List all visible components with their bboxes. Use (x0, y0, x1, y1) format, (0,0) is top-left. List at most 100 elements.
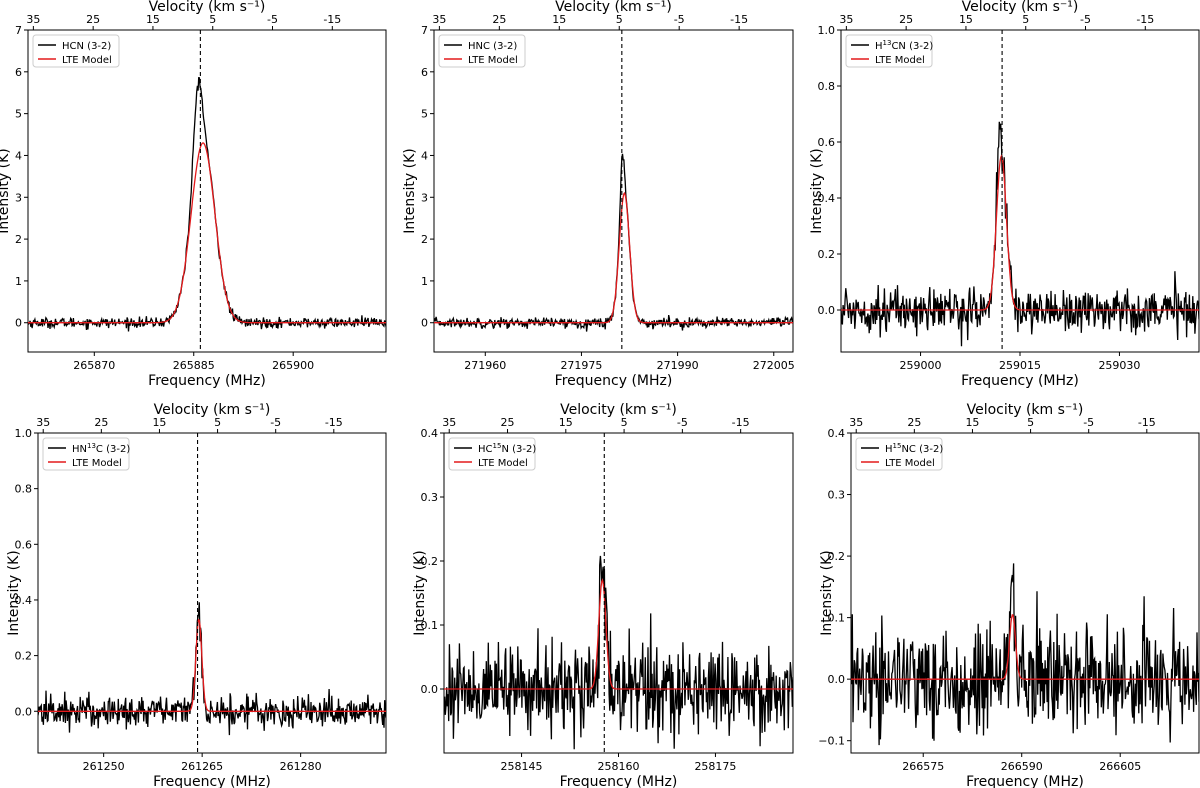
y-tick-label: 5 (421, 108, 428, 121)
y-tick-label: 6 (421, 66, 428, 79)
y-tick-label: 0.2 (15, 650, 33, 663)
top-tick-label: 15 (552, 13, 566, 26)
y-tick-label: 0.3 (828, 489, 846, 502)
lte-model-line (434, 191, 793, 324)
top-tick-label: -15 (1138, 416, 1156, 429)
top-tick-label: 25 (94, 416, 108, 429)
x-axis-label: Frequency (MHz) (961, 373, 1079, 389)
plot-frame (433, 29, 794, 353)
top-tick-label: 5 (1022, 13, 1029, 26)
x-axis-label: Frequency (MHz) (560, 774, 678, 788)
y-tick-label: 1 (15, 275, 22, 288)
panel-2: 0 1 2 3 4 5 6 7 271960 271975 271990 272005 35 25 15 5 -… (402, 0, 795, 389)
x-tick-label: 258145 (501, 760, 543, 773)
y-axis-label: Intensity (K) (412, 550, 428, 636)
x-tick-label: 258175 (694, 760, 736, 773)
top-tick-label: 35 (442, 416, 456, 429)
legend-model-label: LTE Model (62, 55, 112, 66)
legend-observed-label: HNC (3-2) (468, 41, 517, 52)
x-tick-label: 261280 (280, 760, 322, 773)
y-tick-label: 0.2 (421, 555, 439, 568)
x-tick-label: 266590 (1001, 760, 1043, 773)
top-axis-label: Velocity (km s⁻¹) (967, 402, 1084, 418)
y-tick-label: 0.8 (15, 483, 33, 496)
y-tick-label: 3 (421, 191, 428, 204)
x-tick-label: 271975 (560, 359, 602, 372)
top-tick-label: 15 (559, 416, 573, 429)
plot-frame (37, 432, 387, 754)
y-tick-label: 5 (15, 108, 22, 121)
y-axis-label: Intensity (K) (402, 148, 418, 234)
top-tick-label: 25 (86, 13, 100, 26)
y-tick-label: 0.2 (818, 248, 836, 261)
top-tick-label: 25 (492, 13, 506, 26)
y-tick-label: 0.1 (421, 619, 439, 632)
x-tick-label: 271990 (657, 359, 699, 372)
y-tick-label: 0.8 (818, 80, 836, 93)
legend-observed-label: H13CN (3-2) (875, 39, 933, 52)
x-tick-label: 266575 (902, 760, 944, 773)
panel-4: 0.0 0.2 0.4 0.6 0.8 1.0 261250 261265 261280 35 25… (6, 402, 387, 788)
y-tick-label: 3 (15, 191, 22, 204)
top-tick-label: -5 (1080, 13, 1091, 26)
y-tick-label: 4 (15, 149, 22, 162)
top-tick-label: 35 (432, 13, 446, 26)
top-tick-label: -15 (732, 416, 750, 429)
observed-spectrum (28, 76, 386, 332)
observed-spectrum (851, 563, 1199, 746)
y-axis-label: Intensity (K) (809, 148, 825, 234)
observed-spectrum (444, 555, 793, 750)
x-axis-label: Frequency (MHz) (966, 774, 1084, 788)
plot-frame (850, 432, 1200, 754)
legend: HNC (3-2) LTE Model (438, 34, 526, 68)
top-tick-label: 15 (146, 13, 160, 26)
y-axis-label: Intensity (K) (6, 550, 22, 636)
legend: H15NC (3-2) LTE Model (855, 437, 943, 471)
top-tick-label: 25 (899, 13, 913, 26)
legend-model-label: LTE Model (468, 55, 518, 66)
top-axis-label: Velocity (km s⁻¹) (962, 0, 1079, 15)
top-axis-label: Velocity (km s⁻¹) (154, 402, 271, 418)
observed-spectrum (841, 121, 1199, 347)
lte-model-line (444, 578, 793, 690)
y-tick-label: 0.3 (421, 491, 439, 504)
top-axis-label: Velocity (km s⁻¹) (555, 0, 672, 15)
panel-1: 0 1 2 3 4 5 6 7 265870 265885 265900 35 25 15 5 -5 -15 Fr… (0, 0, 387, 389)
y-tick-label: 0 (15, 317, 22, 330)
y-tick-label: 0.4 (15, 594, 33, 607)
y-tick-label: 7 (421, 24, 428, 37)
panel-3: 0.0 0.2 0.4 0.6 0.8 1.0 259000 259015 259030 35 25… (809, 0, 1200, 389)
y-tick-label: 0.0 (421, 683, 439, 696)
legend-model-label: LTE Model (72, 458, 122, 469)
observed-spectrum (38, 602, 386, 736)
y-tick-label: 1.0 (818, 24, 836, 37)
x-tick-label: 271960 (464, 359, 506, 372)
y-tick-label: 0.0 (818, 304, 836, 317)
y-tick-label: 4 (421, 149, 428, 162)
y-tick-label: −0.1 (818, 735, 845, 748)
legend: H13CN (3-2) LTE Model (845, 34, 933, 68)
lte-model-line (851, 613, 1199, 680)
y-tick-label: 0.4 (828, 427, 846, 440)
top-tick-label: 35 (36, 416, 50, 429)
lte-model-line (28, 142, 386, 324)
x-tick-label: 259015 (999, 359, 1041, 372)
x-axis-label: Frequency (MHz) (148, 373, 266, 389)
x-tick-label: 258160 (598, 760, 640, 773)
y-tick-label: 2 (421, 233, 428, 246)
legend-observed-label: H15NC (3-2) (885, 442, 943, 455)
top-tick-label: 35 (26, 13, 40, 26)
top-tick-label: -5 (267, 13, 278, 26)
top-tick-label: 15 (152, 416, 166, 429)
y-tick-label: 1 (421, 275, 428, 288)
y-tick-label: 0.1 (828, 612, 846, 625)
top-tick-label: -5 (1083, 416, 1094, 429)
top-tick-label: 35 (839, 13, 853, 26)
top-tick-label: -5 (270, 416, 281, 429)
y-tick-label: 0.2 (828, 550, 846, 563)
y-axis-label: Intensity (K) (819, 550, 835, 636)
lte-model-line (841, 154, 1199, 311)
x-tick-label: 259000 (900, 359, 942, 372)
top-tick-label: 5 (1027, 416, 1034, 429)
top-tick-label: -5 (677, 416, 688, 429)
